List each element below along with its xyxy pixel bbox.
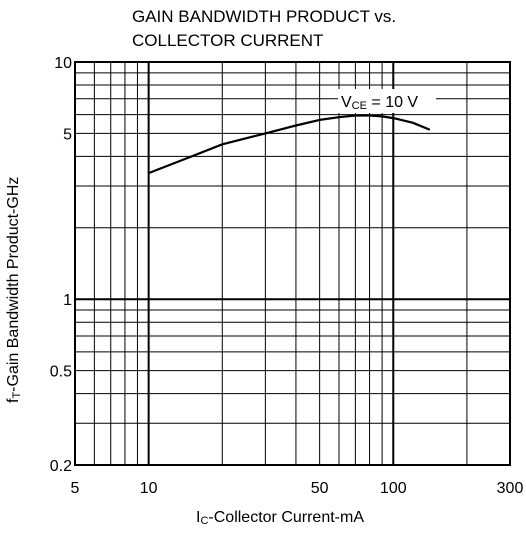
y-tick-label: 0.5 [50,364,72,381]
y-axis-label-rest: -Gain Bandwidth Product-GHz [5,177,22,392]
x-axis-label-rest: -Collector Current-mA [208,509,364,526]
x-axis-label-sub: C [200,515,208,527]
y-tick-label: 1 [63,292,72,309]
x-tick-label: 10 [140,480,158,497]
x-axis-label: IC-Collector Current-mA [196,509,364,527]
x-tick-label: 100 [380,480,407,497]
tick-labels: 5 10 50 100 300 0.2 0.5 1 5 10 [50,55,524,497]
annotation-background [338,89,436,113]
y-tick-label: 0.2 [50,458,72,475]
chart-title-line2: COLLECTOR CURRENT [132,31,323,50]
y-tick-label: 5 [63,126,72,143]
y-tick-label: 10 [54,55,72,72]
vce-annotation-main: V [341,94,352,111]
x-axis-label-main: I [196,509,200,526]
x-tick-label: 5 [71,480,80,497]
chart-title-line1: GAIN BANDWIDTH PRODUCT vs. [132,7,396,26]
series-line [147,114,431,175]
vce-annotation: VCE = 10 V [341,94,418,112]
grid [75,62,511,465]
y-axis-label-sub: T [11,392,23,399]
vce-annotation-sub: CE [352,100,367,112]
y-axis-label: fT-Gain Bandwidth Product-GHz [5,177,23,403]
plot-frame [74,61,511,466]
vce-annotation-rest: = 10 V [367,94,418,111]
x-tick-label: 50 [311,480,329,497]
x-tick-label: 300 [497,480,524,497]
y-axis-label-main: f [5,398,22,403]
